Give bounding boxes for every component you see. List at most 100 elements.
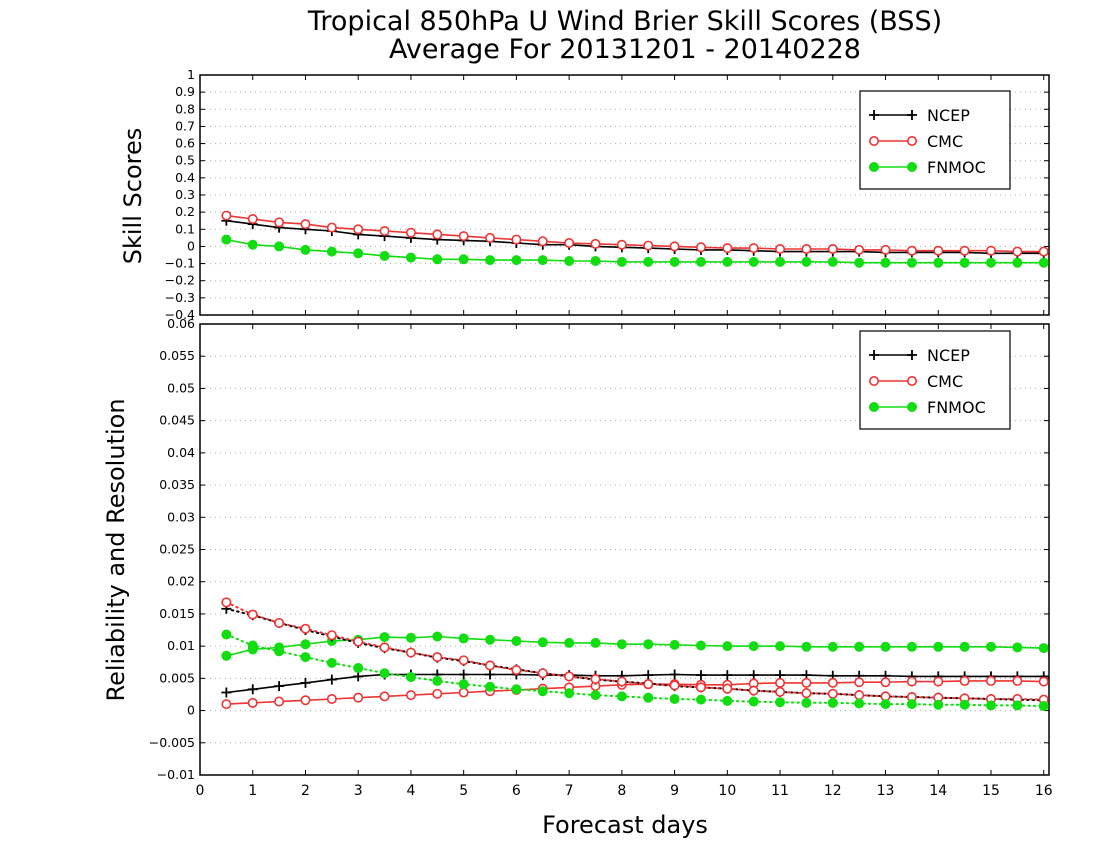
fnmoc-point bbox=[933, 257, 944, 268]
fnmoc-dotted-point bbox=[722, 695, 733, 706]
cmc-point bbox=[458, 687, 469, 698]
fnmoc-point bbox=[221, 234, 232, 245]
y-tick-label: 0.1 bbox=[175, 221, 195, 236]
fnmoc-point bbox=[959, 641, 970, 652]
fnmoc-point bbox=[643, 639, 654, 650]
cmc-point bbox=[353, 692, 364, 703]
cmc-point bbox=[854, 677, 865, 688]
ncep-point bbox=[300, 677, 311, 688]
x-tick-label: 0 bbox=[196, 783, 205, 799]
cmc-point bbox=[511, 234, 522, 245]
fnmoc-point bbox=[405, 252, 416, 263]
fnmoc-point bbox=[669, 639, 680, 650]
cmc-point bbox=[300, 219, 311, 230]
legend-marker-fnmoc bbox=[869, 402, 879, 412]
fnmoc-point bbox=[880, 641, 891, 652]
legend-box bbox=[859, 90, 1011, 190]
fnmoc-point bbox=[590, 637, 601, 648]
cmc-dotted-point bbox=[274, 617, 285, 628]
fnmoc-point bbox=[775, 256, 786, 267]
cmc-point bbox=[959, 675, 970, 686]
fnmoc-point bbox=[432, 631, 443, 642]
fnmoc-point bbox=[827, 256, 838, 267]
cmc-dotted-point bbox=[695, 682, 706, 693]
x-tick-label: 16 bbox=[1035, 783, 1053, 799]
cmc-point bbox=[933, 676, 944, 687]
fnmoc-point bbox=[432, 254, 443, 265]
fnmoc-point bbox=[801, 256, 812, 267]
fnmoc-dotted-point bbox=[300, 652, 311, 663]
x-tick-label: 11 bbox=[771, 783, 789, 799]
cmc-point bbox=[669, 241, 680, 252]
fnmoc-point bbox=[722, 641, 733, 652]
fnmoc-point bbox=[880, 257, 891, 268]
y-tick-label: −0.2 bbox=[165, 273, 195, 288]
fnmoc-dotted-point bbox=[880, 699, 891, 710]
x-tick-label: 12 bbox=[824, 783, 842, 799]
cmc-point bbox=[590, 238, 601, 249]
cmc-point bbox=[1038, 246, 1049, 257]
fnmoc-point bbox=[854, 257, 865, 268]
cmc-point bbox=[643, 240, 654, 251]
cmc-dotted-point bbox=[221, 597, 232, 608]
cmc-point bbox=[880, 677, 891, 688]
x-tick-label: 3 bbox=[354, 783, 363, 799]
y-tick-label: 0.03 bbox=[167, 509, 195, 524]
legend-marker-cmc bbox=[868, 375, 879, 386]
ncep-point bbox=[643, 670, 654, 681]
y-tick-label: −0.005 bbox=[149, 735, 195, 750]
fnmoc-point bbox=[300, 244, 311, 255]
cmc-point bbox=[537, 236, 548, 247]
cmc-point bbox=[933, 245, 944, 256]
y-tick-label: 0.5 bbox=[175, 153, 195, 168]
cmc-point bbox=[274, 217, 285, 228]
cmc-point bbox=[748, 243, 759, 254]
cmc-dotted-point bbox=[326, 630, 337, 641]
ncep-point bbox=[326, 674, 337, 685]
y-tick-label: 0 bbox=[187, 703, 195, 718]
fnmoc-dotted-point bbox=[221, 629, 232, 640]
legend-label-fnmoc: FNMOC bbox=[927, 398, 986, 417]
y-tick-label: 0.9 bbox=[175, 84, 195, 99]
cmc-dotted-point bbox=[643, 679, 654, 690]
cmc-point bbox=[353, 224, 364, 235]
fnmoc-dotted-point bbox=[933, 699, 944, 710]
legend-marker-ncep bbox=[869, 350, 879, 360]
cmc-dotted-point bbox=[775, 686, 786, 697]
fnmoc-point bbox=[985, 641, 996, 652]
fnmoc-dotted-point bbox=[801, 697, 812, 708]
x-tick-label: 4 bbox=[406, 783, 415, 799]
cmc-point bbox=[616, 239, 627, 250]
cmc-dotted-point bbox=[854, 690, 865, 701]
x-tick-label: 9 bbox=[670, 783, 679, 799]
legend-label-ncep: NCEP bbox=[927, 346, 970, 365]
legend-marker-ncep bbox=[907, 350, 917, 360]
cmc-point bbox=[985, 675, 996, 686]
cmc-point bbox=[801, 677, 812, 688]
legend-marker-cmc bbox=[906, 375, 917, 386]
fnmoc-point bbox=[247, 239, 258, 250]
ncep-point bbox=[353, 671, 364, 682]
fnmoc-dotted-point bbox=[432, 675, 443, 686]
x-tick-label: 10 bbox=[718, 783, 736, 799]
fnmoc-dotted-point bbox=[643, 692, 654, 703]
fnmoc-point bbox=[695, 640, 706, 651]
cmc-point bbox=[326, 222, 337, 233]
x-tick-label: 2 bbox=[301, 783, 310, 799]
fnmoc-point bbox=[300, 639, 311, 650]
fnmoc-point bbox=[643, 256, 654, 267]
y-tick-label: 0.015 bbox=[159, 606, 195, 621]
cmc-point bbox=[906, 245, 917, 256]
cmc-dotted-point bbox=[669, 680, 680, 691]
cmc-point bbox=[432, 688, 443, 699]
fnmoc-dotted-point bbox=[1012, 700, 1023, 711]
fnmoc-dotted-point bbox=[511, 684, 522, 695]
cmc-point bbox=[906, 676, 917, 687]
fnmoc-dotted-point bbox=[274, 646, 285, 657]
fnmoc-point bbox=[748, 256, 759, 267]
fnmoc-point bbox=[722, 256, 733, 267]
x-tick-label: 6 bbox=[512, 783, 521, 799]
series-cmc bbox=[221, 210, 1049, 257]
cmc-point bbox=[827, 677, 838, 688]
